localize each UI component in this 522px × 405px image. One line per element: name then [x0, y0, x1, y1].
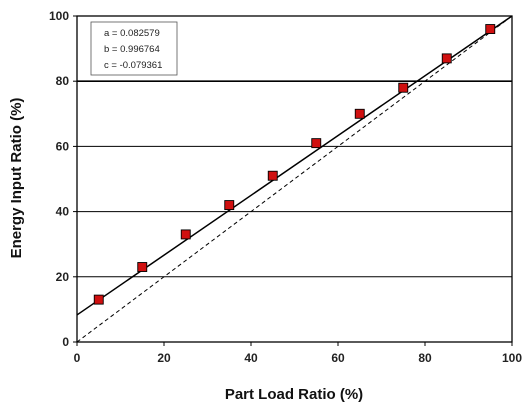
y-axis-label: Energy Input Ratio (%) — [8, 98, 25, 259]
coefficient-box-frame — [90, 21, 178, 76]
fit-line — [76, 15, 513, 316]
x-tick-label-100: 100 — [502, 351, 522, 365]
coefficient-c: c = -0.079361 — [104, 60, 162, 71]
data-point — [398, 82, 409, 93]
data-point — [354, 108, 365, 119]
x-tick-label-0: 0 — [74, 351, 81, 365]
y-tick-label-80: 80 — [56, 74, 70, 88]
plot-frame — [76, 15, 513, 343]
fit-lines — [76, 15, 513, 343]
x-tick-label-20: 20 — [157, 351, 171, 365]
y-axis-ticks: 0 20 40 60 80 100 — [49, 9, 77, 349]
x-axis-ticks: 0 20 40 60 80 100 — [74, 342, 522, 365]
x-tick-label-40: 40 — [244, 351, 258, 365]
data-point — [180, 229, 191, 240]
data-point — [267, 170, 278, 181]
data-point — [93, 294, 104, 305]
y-tick-label-100: 100 — [49, 9, 69, 23]
coefficient-b: b = 0.996764 — [104, 44, 160, 55]
data-point — [224, 200, 235, 211]
coefficient-a: a = 0.082579 — [104, 28, 160, 39]
data-point — [311, 138, 322, 149]
data-point — [441, 53, 452, 64]
grid-lines — [77, 80, 512, 278]
data-markers — [93, 24, 496, 305]
y-tick-label-60: 60 — [56, 139, 70, 153]
data-point — [485, 24, 496, 34]
coefficient-box: a = 0.082579 b = 0.996764 c = -0.079361 — [90, 21, 178, 76]
x-tick-label-60: 60 — [331, 351, 345, 365]
y-tick-label-0: 0 — [62, 335, 69, 349]
y-tick-label-40: 40 — [56, 205, 70, 219]
data-point — [137, 262, 148, 272]
y-tick-label-20: 20 — [56, 270, 70, 284]
x-tick-label-80: 80 — [418, 351, 432, 365]
x-axis-label: Part Load Ratio (%) — [225, 386, 363, 403]
